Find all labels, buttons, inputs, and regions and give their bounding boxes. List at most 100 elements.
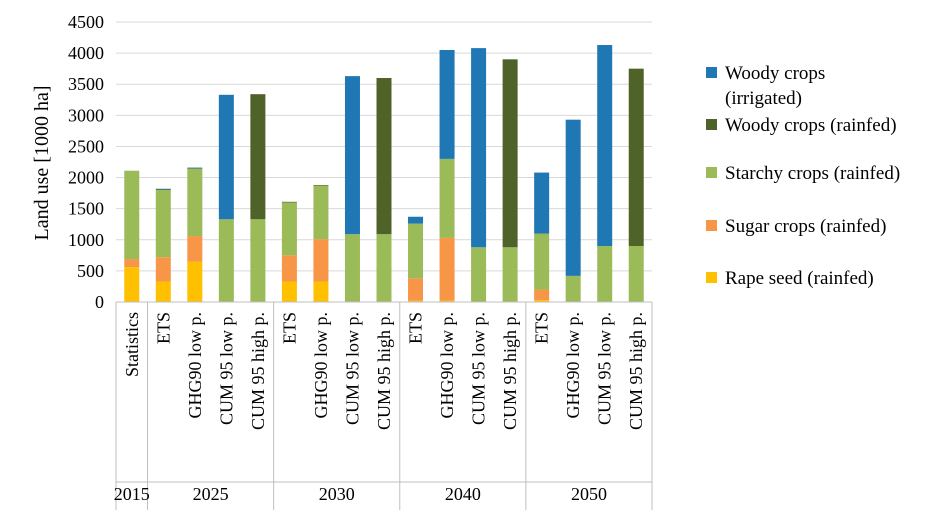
x-group-label: 2050: [571, 484, 607, 504]
x-group-label: 2030: [319, 484, 355, 504]
x-category-label: Statistics: [122, 312, 142, 377]
x-category-label: CUM 95 low p.: [469, 312, 489, 425]
bar-segment: [408, 216, 424, 224]
y-tick-label: 1500: [68, 199, 104, 219]
bar-segment: [313, 185, 329, 240]
bar-segment: [502, 59, 518, 248]
bar-segment: [565, 275, 581, 302]
x-category-label: CUM 95 low p.: [342, 312, 362, 425]
legend-label: Woody crops (rainfed): [725, 115, 897, 136]
bar-segment: [313, 239, 329, 282]
bar-segment: [408, 300, 424, 302]
bar-segment: [502, 247, 518, 302]
x-group-label: 2025: [193, 484, 229, 504]
bar-segment: [376, 78, 392, 235]
x-group-label: 2040: [445, 484, 481, 504]
bar-segment: [218, 94, 234, 220]
bar-segment: [187, 168, 203, 169]
x-category-label: GHG90 low p.: [437, 312, 457, 419]
bar-segment: [439, 237, 455, 301]
bars: [124, 45, 644, 302]
bar-segment: [439, 300, 455, 302]
bar-segment: [281, 202, 297, 256]
bar-segment: [187, 167, 203, 169]
y-tick-label: 0: [95, 292, 104, 312]
bar-segment: [534, 289, 550, 301]
x-category-label: CUM 95 high p.: [248, 312, 268, 430]
bar-segment: [187, 261, 203, 302]
bar-segment: [313, 185, 329, 186]
x-category-label: GHG90 low p.: [563, 312, 583, 419]
bar-segment: [218, 219, 234, 302]
legend-swatch: [706, 119, 717, 130]
bar-segment: [534, 233, 550, 290]
bar-segment: [155, 188, 171, 190]
bar-segment: [281, 255, 297, 282]
bar-segment: [187, 236, 203, 262]
bar-segment: [534, 172, 550, 234]
category-labels: Statistics ETS GHG90 low p. CUM 95 low p. CU…: [114, 312, 646, 504]
y-tick-label: 2000: [68, 168, 104, 188]
x-category-label: ETS: [406, 312, 426, 344]
legend: Woody crops (irrigated) Woody crops (rainf…: [706, 63, 900, 289]
x-category-label: ETS: [279, 312, 299, 344]
bar-segment: [471, 48, 487, 248]
x-category-label: CUM 95 low p.: [216, 312, 236, 425]
bar-segment: [281, 281, 297, 302]
legend-swatch: [706, 220, 717, 231]
bar-segment: [344, 234, 360, 302]
bar-segment: [155, 257, 171, 282]
y-tick-label: 4000: [68, 43, 104, 63]
axes: 0 500 1000 1500 2000 2500 3000 3500 4000 4500: [68, 12, 653, 510]
bar-segment: [534, 300, 550, 302]
bar-segment: [376, 234, 392, 302]
legend-label: Sugar crops (rainfed): [725, 216, 886, 237]
y-axis-title: Land use [1000 ha]: [31, 86, 53, 241]
bar-segment: [124, 170, 140, 260]
bar-segment: [313, 281, 329, 302]
bar-segment: [439, 158, 455, 238]
y-tick-label: 3000: [68, 105, 104, 125]
bar-segment: [124, 267, 140, 302]
bar-segment: [155, 281, 171, 302]
legend-label: Woody crops (irrigated): [725, 63, 825, 109]
bar-segment: [597, 45, 613, 247]
bar-segment: [187, 168, 203, 237]
bar-segment: [250, 219, 266, 302]
x-category-label: ETS: [153, 312, 173, 344]
bar-segment: [155, 189, 171, 190]
y-tick-label: 1000: [68, 230, 104, 250]
bar-segment: [408, 278, 424, 301]
x-category-label: CUM 95 high p.: [500, 312, 520, 430]
bar-segment: [628, 246, 644, 302]
legend-label: Rape seed (rainfed): [725, 268, 874, 289]
bar-segment: [597, 246, 613, 302]
y-tick-label: 500: [77, 261, 104, 281]
x-category-label: CUM 95 high p.: [626, 312, 646, 430]
x-category-label: ETS: [532, 312, 552, 344]
bar-segment: [628, 68, 644, 247]
bar-segment: [439, 50, 455, 159]
bar-segment: [408, 223, 424, 279]
x-category-label: CUM 95 low p.: [595, 312, 615, 425]
bar-segment: [565, 119, 581, 276]
legend-swatch: [706, 67, 717, 78]
y-tick-label: 2500: [68, 136, 104, 156]
bar-segment: [124, 259, 140, 268]
legend-swatch: [706, 167, 717, 178]
legend-swatch: [706, 272, 717, 283]
y-tick-label: 4500: [68, 12, 104, 32]
x-category-label: GHG90 low p.: [185, 312, 205, 419]
y-tick-label: 3500: [68, 74, 104, 94]
bar-segment: [344, 76, 360, 235]
bar-segment: [155, 190, 171, 258]
x-group-label: 2015: [114, 484, 150, 504]
x-category-label: GHG90 low p.: [311, 312, 331, 419]
bar-segment: [281, 201, 297, 203]
legend-label: Starchy crops (rainfed): [725, 163, 900, 184]
bar-segment: [471, 247, 487, 302]
x-category-label: CUM 95 high p.: [374, 312, 394, 430]
bar-segment: [250, 94, 266, 220]
